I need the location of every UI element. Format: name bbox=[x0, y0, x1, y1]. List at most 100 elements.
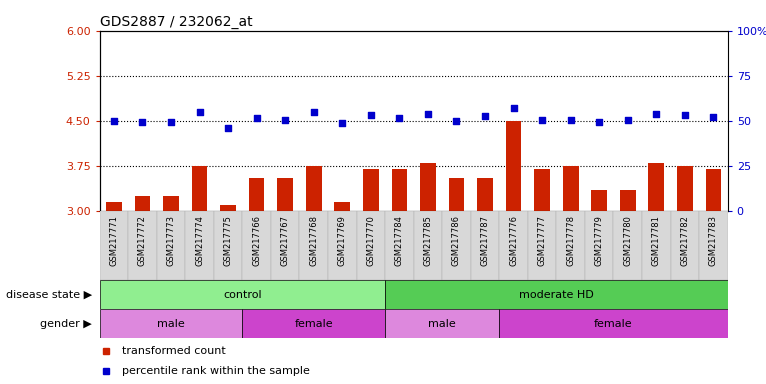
Text: GSM217771: GSM217771 bbox=[110, 215, 119, 265]
Text: GSM217775: GSM217775 bbox=[224, 215, 233, 265]
Point bbox=[479, 113, 491, 119]
Point bbox=[108, 118, 120, 124]
Text: disease state ▶: disease state ▶ bbox=[6, 290, 92, 300]
Point bbox=[450, 118, 463, 124]
FancyBboxPatch shape bbox=[414, 211, 442, 280]
FancyBboxPatch shape bbox=[100, 309, 242, 338]
Text: GSM217778: GSM217778 bbox=[566, 215, 575, 266]
Text: GSM217767: GSM217767 bbox=[280, 215, 290, 266]
Text: male: male bbox=[157, 318, 185, 329]
Bar bbox=[649, 163, 664, 211]
Point bbox=[222, 125, 234, 131]
Bar bbox=[534, 169, 550, 211]
Text: GSM217772: GSM217772 bbox=[138, 215, 147, 265]
Bar bbox=[563, 166, 578, 211]
Bar bbox=[306, 166, 322, 211]
Bar bbox=[249, 178, 264, 211]
Text: GSM217774: GSM217774 bbox=[195, 215, 204, 265]
Bar bbox=[591, 190, 607, 211]
FancyBboxPatch shape bbox=[556, 211, 585, 280]
Point bbox=[136, 119, 149, 125]
Text: GSM217781: GSM217781 bbox=[652, 215, 661, 265]
FancyBboxPatch shape bbox=[442, 211, 471, 280]
FancyBboxPatch shape bbox=[499, 309, 728, 338]
Point bbox=[279, 117, 291, 123]
Bar bbox=[506, 121, 522, 211]
FancyBboxPatch shape bbox=[185, 211, 214, 280]
Text: percentile rank within the sample: percentile rank within the sample bbox=[122, 366, 309, 376]
Point bbox=[365, 112, 377, 118]
Point bbox=[422, 111, 434, 117]
Text: GSM217787: GSM217787 bbox=[480, 215, 489, 266]
FancyBboxPatch shape bbox=[499, 211, 528, 280]
Text: control: control bbox=[223, 290, 262, 300]
Point bbox=[250, 115, 263, 121]
Text: GSM217782: GSM217782 bbox=[680, 215, 689, 265]
Text: female: female bbox=[294, 318, 333, 329]
FancyBboxPatch shape bbox=[385, 309, 499, 338]
Point bbox=[565, 117, 577, 123]
FancyBboxPatch shape bbox=[300, 211, 328, 280]
FancyBboxPatch shape bbox=[100, 280, 385, 309]
Text: moderate HD: moderate HD bbox=[519, 290, 594, 300]
Text: GSM217776: GSM217776 bbox=[509, 215, 518, 266]
Text: GSM217773: GSM217773 bbox=[166, 215, 175, 266]
Text: transformed count: transformed count bbox=[122, 346, 225, 356]
Point bbox=[536, 117, 548, 123]
Point bbox=[622, 117, 634, 123]
FancyBboxPatch shape bbox=[585, 211, 614, 280]
Point bbox=[707, 114, 719, 120]
FancyBboxPatch shape bbox=[528, 211, 556, 280]
Text: GSM217768: GSM217768 bbox=[309, 215, 318, 266]
Point bbox=[393, 115, 405, 121]
Point bbox=[679, 112, 691, 118]
FancyBboxPatch shape bbox=[242, 309, 385, 338]
Bar bbox=[620, 190, 636, 211]
Bar bbox=[705, 169, 722, 211]
Text: GSM217769: GSM217769 bbox=[338, 215, 347, 265]
Bar bbox=[192, 166, 208, 211]
Bar bbox=[677, 166, 692, 211]
Text: GSM217770: GSM217770 bbox=[366, 215, 375, 265]
FancyBboxPatch shape bbox=[471, 211, 499, 280]
Bar bbox=[220, 205, 236, 211]
Text: GSM217786: GSM217786 bbox=[452, 215, 461, 266]
Point bbox=[193, 109, 205, 115]
FancyBboxPatch shape bbox=[214, 211, 242, 280]
FancyBboxPatch shape bbox=[699, 211, 728, 280]
Text: GSM217785: GSM217785 bbox=[424, 215, 433, 265]
FancyBboxPatch shape bbox=[242, 211, 271, 280]
Text: GSM217779: GSM217779 bbox=[594, 215, 604, 265]
FancyBboxPatch shape bbox=[157, 211, 185, 280]
Bar bbox=[163, 196, 178, 211]
Text: GSM217766: GSM217766 bbox=[252, 215, 261, 266]
Point bbox=[593, 119, 605, 125]
Text: female: female bbox=[594, 318, 633, 329]
Bar bbox=[106, 202, 122, 211]
FancyBboxPatch shape bbox=[385, 280, 728, 309]
Point bbox=[308, 109, 320, 115]
Text: GDS2887 / 232062_at: GDS2887 / 232062_at bbox=[100, 15, 252, 29]
Point bbox=[507, 105, 519, 111]
Text: male: male bbox=[428, 318, 456, 329]
FancyBboxPatch shape bbox=[356, 211, 385, 280]
Text: GSM217777: GSM217777 bbox=[538, 215, 547, 266]
Bar bbox=[449, 178, 464, 211]
Text: GSM217784: GSM217784 bbox=[394, 215, 404, 265]
Point bbox=[336, 120, 349, 126]
FancyBboxPatch shape bbox=[614, 211, 642, 280]
Point bbox=[650, 111, 663, 117]
Bar bbox=[135, 196, 150, 211]
FancyBboxPatch shape bbox=[642, 211, 670, 280]
Text: GSM217783: GSM217783 bbox=[709, 215, 718, 266]
Bar bbox=[363, 169, 378, 211]
Bar bbox=[391, 169, 408, 211]
Bar bbox=[335, 202, 350, 211]
Bar bbox=[420, 163, 436, 211]
FancyBboxPatch shape bbox=[271, 211, 300, 280]
Point bbox=[165, 119, 177, 125]
FancyBboxPatch shape bbox=[328, 211, 356, 280]
Text: GSM217780: GSM217780 bbox=[624, 215, 632, 265]
FancyBboxPatch shape bbox=[385, 211, 414, 280]
Bar bbox=[277, 178, 293, 211]
